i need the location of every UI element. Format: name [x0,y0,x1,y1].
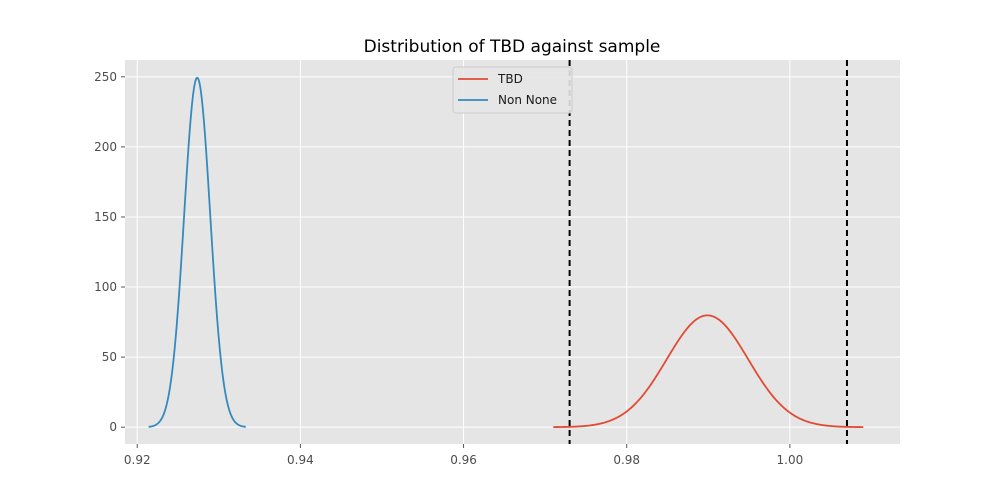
y-tick-label: 150 [94,210,117,224]
y-tick-label: 100 [94,280,117,294]
series-line-tbd [553,314,864,429]
plot-area [125,60,900,444]
reference-lines [568,60,848,444]
x-tick-label: 1.00 [777,453,804,467]
x-tick-label: 0.96 [450,453,477,467]
legend-label: Non None [498,93,557,107]
series [148,76,864,429]
x-tick-label: 0.94 [287,453,314,467]
x-tick-label: 0.98 [613,453,640,467]
x-tick-label: 0.92 [124,453,151,467]
legend-label: TBD [497,72,523,86]
y-tick-label: 0 [109,420,117,434]
y-tick-label: 50 [102,350,117,364]
legend: TBD Non None [452,66,573,114]
chart-title: Distribution of TBD against sample [364,37,661,57]
y-tick-label: 200 [94,140,117,154]
y-tick-label: 250 [94,70,117,84]
axis-ticks: 0.92 0.94 0.96 0.98 1.00 0 50 100 150 200 250 [94,70,803,467]
series-line-non-none [148,76,246,428]
